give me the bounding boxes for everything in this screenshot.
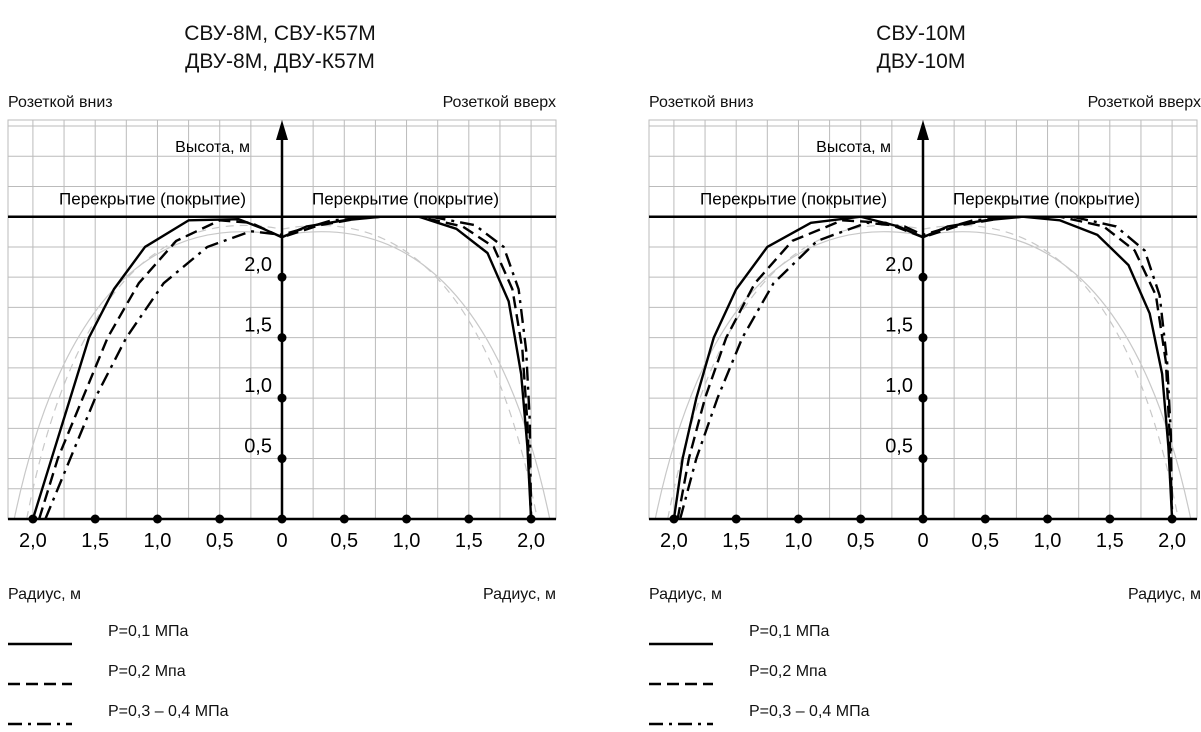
corner-label-left: Розеткой вниз xyxy=(8,94,113,111)
x-tick-label: 2,0 xyxy=(517,530,545,552)
plot-svg: Высота, м Перекрытие (покрытие) Перекрытие… xyxy=(648,119,1198,552)
chart-panel-left: СВУ-8М, СВУ-К57М ДВУ-8М, ДВУ-К57М Розетк… xyxy=(0,0,560,726)
legend-label: P=0,3 – 0,4 МПа xyxy=(749,703,870,720)
x-tick-label: 1,5 xyxy=(455,530,483,552)
y-tick-dot xyxy=(918,272,928,282)
legend-swatch-dash xyxy=(649,682,713,686)
x-tick-dot xyxy=(793,514,803,524)
y-axis-label: Высота, м xyxy=(816,139,891,156)
legend-swatch-dashdot xyxy=(8,722,72,726)
chart-title-line-2: ДВУ-10М xyxy=(876,50,966,73)
x-tick-dot xyxy=(980,514,990,524)
x-tick-label: 0,5 xyxy=(206,530,234,552)
corner-label-right: Розеткой вверх xyxy=(1087,94,1201,111)
y-tick-dot xyxy=(277,333,287,343)
x-tick-label: 1,5 xyxy=(722,530,750,552)
y-tick-label: 1,5 xyxy=(885,315,913,337)
legend-swatch-solid xyxy=(8,642,72,646)
x-tick-label: 1,5 xyxy=(81,530,109,552)
x-axis-label-left: Радиус, м xyxy=(8,586,82,603)
chart-title-line-2: ДВУ-8М, ДВУ-К57М xyxy=(185,50,375,73)
y-tick-label: 2,0 xyxy=(885,254,913,276)
legend-label: P=0,3 – 0,4 МПа xyxy=(108,703,229,720)
legend-label: P=0,2 Мпа xyxy=(108,663,186,680)
y-tick-dot xyxy=(277,272,287,282)
corner-label-right: Розеткой вверх xyxy=(442,94,556,111)
legend-label: P=0,1 МПа xyxy=(108,623,189,640)
x-tick-label: 0,5 xyxy=(971,530,999,552)
y-axis-arrow-icon xyxy=(276,120,288,140)
legend-item: P=0,1 МПа xyxy=(0,622,340,652)
x-tick-dot xyxy=(1043,514,1053,524)
ceiling-label-right: Перекрытие (покрытие) xyxy=(953,190,1140,209)
chart-title-line-1: СВУ-10М xyxy=(876,22,966,45)
series-line-dash xyxy=(676,215,1174,520)
ceiling-label-right: Перекрытие (покрытие) xyxy=(312,190,499,209)
x-tick-label: 2,0 xyxy=(660,530,688,552)
x-tick-label: 1,0 xyxy=(144,530,172,552)
series-line-dashdot xyxy=(44,215,533,520)
x-tick-label: 1,0 xyxy=(393,530,421,552)
y-tick-dot xyxy=(918,333,928,343)
x-tick-dot xyxy=(1105,514,1115,524)
x-axis-label-right: Радиус, м xyxy=(1127,586,1201,603)
legend-item: P=0,1 МПа xyxy=(641,622,981,652)
x-tick-dot xyxy=(90,514,100,524)
y-tick-label: 2,0 xyxy=(244,254,272,276)
x-tick-label: 0,5 xyxy=(330,530,358,552)
y-tick-label: 0,5 xyxy=(244,436,272,458)
chart-title-line-1: СВУ-8М, СВУ-К57М xyxy=(184,22,376,45)
series-line-dashdot xyxy=(678,215,1174,520)
y-axis-arrow-icon xyxy=(917,120,929,140)
y-axis-label: Высота, м xyxy=(175,139,250,156)
x-tick-label: 2,0 xyxy=(19,530,47,552)
x-tick-label: 0,5 xyxy=(847,530,875,552)
legend-item: P=0,2 Мпа xyxy=(641,662,981,692)
legend-swatch-dash xyxy=(8,682,72,686)
x-tick-dot xyxy=(731,514,741,524)
x-tick-dot xyxy=(464,514,474,524)
x-tick-label: 0 xyxy=(276,530,287,552)
legend-item: P=0,2 Мпа xyxy=(0,662,340,692)
y-tick-label: 0,5 xyxy=(885,436,913,458)
x-tick-label: 2,0 xyxy=(1158,530,1186,552)
legend-swatch-dashdot xyxy=(649,722,713,726)
x-axis-label-right: Радиус, м xyxy=(482,586,556,603)
corner-label-left: Розеткой вниз xyxy=(649,94,754,111)
y-tick-dot xyxy=(918,454,928,464)
y-tick-label: 1,5 xyxy=(244,315,272,337)
y-tick-label: 1,0 xyxy=(244,375,272,397)
ceiling-label-left: Перекрытие (покрытие) xyxy=(59,190,246,209)
y-tick-label: 1,0 xyxy=(885,375,913,397)
x-tick-dot xyxy=(215,514,225,524)
x-tick-label: 1,0 xyxy=(785,530,813,552)
x-tick-dot xyxy=(856,514,866,524)
x-axis-label-left: Радиус, м xyxy=(649,586,723,603)
legend-item: P=0,3 – 0,4 МПа xyxy=(641,702,981,732)
y-tick-dot xyxy=(277,393,287,403)
legend-label: P=0,1 МПа xyxy=(749,623,830,640)
chart-panel-right: СВУ-10М ДВУ-10М Розеткой вниз Розеткой в… xyxy=(641,0,1201,726)
legend-item: P=0,3 – 0,4 МПа xyxy=(0,702,340,732)
series-line-dash xyxy=(37,215,533,520)
y-tick-dot xyxy=(277,454,287,464)
x-tick-dot xyxy=(277,514,287,524)
ceiling-label-left: Перекрытие (покрытие) xyxy=(700,190,887,209)
x-tick-label: 1,5 xyxy=(1096,530,1124,552)
plot-svg: Высота, м Перекрытие (покрытие) Перекрытие… xyxy=(7,119,557,552)
x-tick-dot xyxy=(918,514,928,524)
x-tick-label: 1,0 xyxy=(1034,530,1062,552)
x-tick-label: 0 xyxy=(917,530,928,552)
y-tick-dot xyxy=(918,393,928,403)
x-tick-dot xyxy=(402,514,412,524)
legend-label: P=0,2 Мпа xyxy=(749,663,827,680)
x-tick-dot xyxy=(152,514,162,524)
x-tick-dot xyxy=(339,514,349,524)
legend-swatch-solid xyxy=(649,642,713,646)
